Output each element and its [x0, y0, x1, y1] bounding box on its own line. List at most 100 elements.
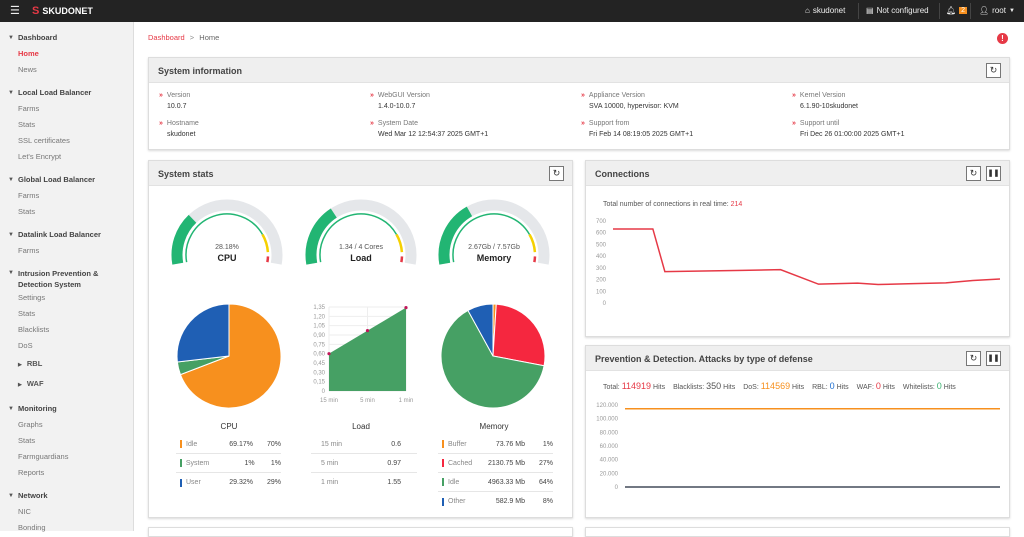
y-tick-label: 0,30	[313, 370, 325, 376]
sidebar-section-header[interactable]: ▼ Global Load Balancer	[0, 172, 133, 188]
memory-slice-other[interactable]	[467, 303, 494, 357]
table-row: Idle 4963.33 Mb 64%	[438, 473, 553, 492]
prevention-stats: Total: 114919 Hits Blacklists: 350 Hits Do…	[603, 381, 956, 391]
breadcrumb-home: Home	[199, 33, 220, 42]
legend-swatch	[442, 440, 444, 448]
sidebar-item[interactable]: Farms	[18, 246, 40, 255]
y-tick-label: 0	[322, 389, 326, 395]
refresh-button[interactable]: ↻	[986, 63, 1001, 78]
stat-whitelists: Whitelists: 0 Hits	[902, 381, 956, 391]
gauge-ok-zone	[452, 213, 531, 263]
sidebar-item[interactable]: Farms	[18, 191, 40, 200]
y-tick-label: 100	[596, 289, 607, 295]
system-stats-panel: System stats ↻ 28.18% CPU 1.34 / 4 Cores Lo…	[148, 160, 573, 518]
gauge-load	[305, 199, 417, 265]
legend-swatch	[442, 459, 444, 467]
sidebar-item[interactable]: Blacklists	[18, 325, 50, 334]
data-point[interactable]	[404, 306, 408, 310]
notifications-button[interactable]: 🔔︎ 2	[946, 6, 968, 15]
cluster-status[interactable]: ▤ Not configured	[866, 6, 929, 15]
gauge-danger-zone	[266, 256, 270, 263]
sidebar-item[interactable]: Stats	[18, 309, 36, 318]
gauge-danger-zone	[400, 256, 404, 263]
alert-icon[interactable]: !	[997, 33, 1008, 44]
y-tick-label: 0,15	[313, 380, 325, 386]
panel-title: System stats	[149, 161, 572, 186]
y-tick-label: 100.000	[596, 417, 618, 423]
sidebar-item[interactable]: NIC	[18, 507, 31, 516]
breadcrumb-dashboard[interactable]: Dashboard	[148, 33, 185, 42]
sidebar-item[interactable]: Stats	[18, 436, 36, 445]
pause-button[interactable]: ❚❚	[986, 351, 1001, 366]
sidebar-item[interactable]: DoS	[18, 341, 33, 350]
sidebar-item[interactable]: Farms	[18, 104, 40, 113]
sidebar-item[interactable]: ▶ RBL	[18, 359, 43, 368]
gauge-warn-zone	[395, 233, 404, 253]
skudonet-logo-icon: S	[32, 5, 40, 17]
sidebar-item[interactable]: Bonding	[18, 523, 46, 532]
sidebar-item[interactable]: Reports	[18, 468, 45, 477]
sidebar-item[interactable]: Stats	[18, 207, 36, 216]
gauge-value-arc	[438, 206, 473, 265]
prevention-panel: Prevention & Detection. Attacks by type …	[585, 345, 1010, 518]
stat-waf: WAF: 0 Hits	[856, 381, 895, 391]
cpu-slice-user[interactable]	[176, 303, 230, 363]
cpu-table-title: CPU	[220, 422, 238, 431]
sidebar-section-header[interactable]: ▼ Monitoring	[0, 401, 133, 417]
y-tick-label: 0,60	[313, 352, 325, 358]
data-point[interactable]	[365, 329, 370, 333]
user-menu[interactable]: 👤︎ root ▼	[979, 6, 1015, 15]
table-row: System 1% 1%	[176, 454, 281, 473]
connections-panel: Connections ↻ ❚❚ Total number of connect…	[585, 160, 1010, 337]
memory-slice-idle[interactable]	[440, 309, 545, 409]
table-row: Other 582.9 Mb 8%	[438, 492, 553, 511]
cpu-slice-idle[interactable]	[179, 303, 282, 409]
data-point[interactable]	[327, 352, 331, 356]
sidebar-item[interactable]: News	[18, 65, 37, 74]
sidebar-item[interactable]: Stats	[18, 120, 36, 129]
load-area	[329, 307, 406, 391]
menu-icon[interactable]: ☰	[10, 5, 20, 17]
sidebar-section-header[interactable]: ▼ Network	[0, 488, 133, 504]
sidebar-section-header[interactable]: ▼ Datalink Load Balancer	[0, 227, 133, 243]
refresh-button[interactable]: ↻	[966, 166, 981, 181]
gauge-value-text: 28.18%	[215, 244, 239, 251]
sidebar-section-header[interactable]: ▼ Intrusion Prevention & Detection System	[8, 269, 99, 289]
pause-button[interactable]: ❚❚	[986, 166, 1001, 181]
gauge-memory	[438, 199, 550, 265]
y-tick-label: 20.000	[600, 471, 619, 477]
legend-swatch	[180, 459, 182, 467]
caret-right-icon: ▶	[18, 362, 22, 368]
connections-line-chart: 0 100 200 300 400 500 600 700	[596, 219, 1001, 307]
connections-line	[613, 228, 1001, 286]
y-tick-label: 0,90	[313, 333, 325, 339]
legend-swatch	[442, 478, 444, 486]
y-tick-label: 300	[596, 266, 607, 272]
sidebar-section-header[interactable]: ▼ Local Load Balancer	[0, 85, 133, 101]
refresh-button[interactable]: ↻	[966, 351, 981, 366]
y-tick-label: 400	[596, 254, 607, 260]
logo[interactable]: S SKUDONET	[32, 5, 93, 17]
memory-slice-cached[interactable]	[492, 303, 546, 367]
user-icon: 👤︎	[979, 6, 990, 15]
sidebar-item[interactable]: Settings	[18, 293, 46, 302]
y-tick-label: 80.000	[600, 430, 619, 436]
sidebar-item[interactable]: Let's Encrypt	[18, 152, 62, 161]
cpu-table: Idle 69.17% 70% System 1% 1% User 29.32% 29%	[176, 435, 281, 492]
refresh-button[interactable]: ↻	[549, 166, 564, 181]
sidebar-item[interactable]: ▶ WAF	[18, 379, 44, 388]
sidebar-item[interactable]: Home	[18, 49, 39, 58]
sidebar-section-header[interactable]: ▼ Dashboard	[0, 30, 133, 46]
server-icon: ▤	[866, 6, 874, 15]
table-row: 1 min 1.55	[321, 479, 401, 486]
hostname-link[interactable]: ⌂ skudonet	[805, 6, 846, 15]
home-icon: ⌂	[805, 6, 810, 15]
sidebar-item[interactable]: Farmguardians	[18, 452, 69, 461]
sidebar-item[interactable]: SSL certificates	[18, 136, 70, 145]
sidebar-item[interactable]: Graphs	[18, 420, 43, 429]
